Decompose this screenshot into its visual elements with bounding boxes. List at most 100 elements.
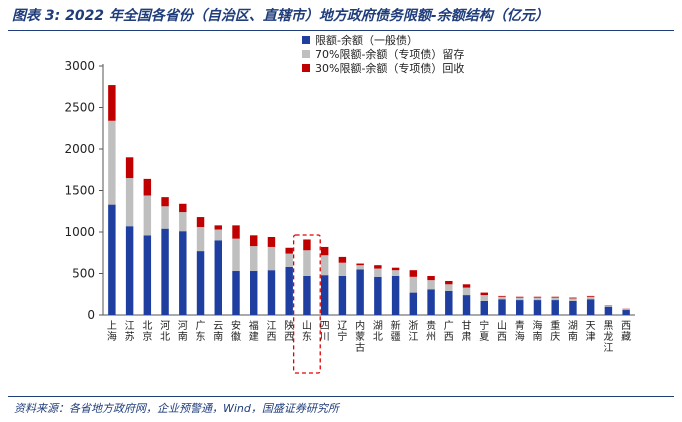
bar-segment-s2 bbox=[391, 270, 400, 276]
bar-segment-s3 bbox=[161, 197, 169, 207]
bar-series bbox=[108, 85, 630, 315]
x-tick-label: 山东 bbox=[302, 320, 312, 343]
x-tick-label: 甘肃 bbox=[462, 319, 472, 343]
bar-segment-s2 bbox=[232, 238, 240, 272]
x-tick-label: 西藏 bbox=[621, 321, 631, 343]
bar-segment-s1 bbox=[604, 306, 613, 315]
y-tick-label: 0 bbox=[87, 308, 95, 322]
bar-segment-s3 bbox=[143, 178, 152, 196]
bar-segment-s1 bbox=[214, 240, 222, 315]
bar-segment-s2 bbox=[356, 265, 364, 270]
bar-segment-s1 bbox=[586, 299, 595, 315]
bar-segment-s3 bbox=[214, 225, 222, 230]
bar-segment-s2 bbox=[108, 120, 116, 205]
bar-segment-s2 bbox=[427, 280, 435, 290]
bar-segment-s1 bbox=[480, 300, 488, 315]
x-tick-label: 贵州 bbox=[426, 319, 436, 343]
x-tick-label: 新疆 bbox=[391, 319, 401, 343]
bar-segment-s1 bbox=[285, 266, 293, 315]
bar-segment-s3 bbox=[409, 270, 418, 277]
x-tick-label: 河南 bbox=[178, 320, 188, 343]
x-tick-label: 福建 bbox=[249, 319, 259, 343]
highlight-box bbox=[292, 234, 321, 374]
bar-segment-s2 bbox=[196, 227, 205, 252]
x-tick-label: 内蒙古 bbox=[355, 319, 365, 354]
x-tick-label: 海南 bbox=[532, 319, 542, 343]
x-tick-label: 广东 bbox=[196, 320, 206, 343]
bar-segment-s3 bbox=[267, 236, 276, 247]
bar-segment-s1 bbox=[356, 269, 364, 315]
x-tick-label: 江西 bbox=[266, 320, 276, 343]
bar-segment-s1 bbox=[462, 295, 471, 315]
bar-segment-s3 bbox=[462, 284, 471, 288]
legend-label: 70%限额-余额（专项债）留存 bbox=[315, 47, 464, 61]
bar-segment-s3 bbox=[480, 292, 488, 296]
bar-segment-s2 bbox=[338, 262, 347, 276]
x-tick-label: 陕西 bbox=[284, 319, 294, 343]
x-tick-label: 天津 bbox=[586, 321, 596, 343]
bar-segment-s3 bbox=[303, 239, 311, 251]
bar-segment-s1 bbox=[427, 289, 435, 315]
bar-segment-s2 bbox=[179, 212, 187, 232]
source-rule bbox=[8, 396, 674, 397]
bar-segment-s1 bbox=[391, 275, 400, 315]
x-tick-label: 辽宁 bbox=[337, 320, 347, 343]
bar-segment-s2 bbox=[161, 206, 169, 229]
x-tick-label: 湖南 bbox=[568, 320, 578, 343]
bar-segment-s2 bbox=[516, 297, 524, 301]
legend-swatch bbox=[302, 36, 310, 44]
x-tick-label: 北京 bbox=[142, 320, 152, 343]
axes: 0 500 1000 1500 2000 2500 3000 bbox=[64, 59, 635, 322]
bar-segment-s1 bbox=[161, 228, 169, 315]
bar-segment-s1 bbox=[320, 275, 329, 315]
x-tick-label: 湖北 bbox=[373, 320, 383, 343]
x-tick-label: 江苏 bbox=[125, 320, 135, 343]
bar-segment-s3 bbox=[320, 246, 329, 256]
y-tick-label: 2500 bbox=[64, 101, 95, 115]
bar-segment-s2 bbox=[551, 297, 559, 301]
bar-segment-s2 bbox=[285, 253, 293, 267]
bar-segment-s3 bbox=[569, 297, 577, 299]
bar-segment-s2 bbox=[320, 255, 329, 276]
x-tick-label: 青海 bbox=[515, 319, 525, 343]
bar-segment-s1 bbox=[125, 226, 134, 315]
bar-segment-s2 bbox=[214, 229, 222, 241]
bar-segment-s1 bbox=[551, 300, 559, 315]
x-tick-label: 浙江 bbox=[408, 320, 418, 343]
bar-segment-s3 bbox=[533, 296, 542, 298]
bar-segment-s1 bbox=[250, 271, 258, 315]
bar-segment-s2 bbox=[622, 309, 630, 311]
bar-segment-s3 bbox=[427, 275, 435, 281]
bar-segment-s3 bbox=[232, 225, 240, 239]
y-tick-label: 1000 bbox=[64, 225, 95, 239]
bar-segment-s1 bbox=[569, 300, 577, 315]
bar-segment-s1 bbox=[533, 300, 542, 315]
bar-segment-s2 bbox=[533, 297, 542, 301]
x-tick-label: 山西 bbox=[497, 320, 507, 343]
bar-segment-s3 bbox=[356, 263, 364, 266]
bar-segment-s1 bbox=[498, 299, 506, 315]
bar-segment-s2 bbox=[409, 276, 418, 293]
bar-segment-s2 bbox=[569, 298, 577, 301]
bar-segment-s3 bbox=[125, 157, 134, 179]
bar-segment-s1 bbox=[303, 275, 311, 315]
bar-segment-s3 bbox=[374, 265, 382, 269]
bar-segment-s1 bbox=[108, 204, 116, 315]
title-rule bbox=[8, 30, 674, 31]
x-tick-label: 上海 bbox=[107, 320, 117, 343]
bar-segment-s1 bbox=[409, 292, 418, 315]
bar-segment-s2 bbox=[267, 246, 276, 271]
bar-segment-s3 bbox=[196, 217, 205, 228]
bar-segment-s3 bbox=[179, 203, 187, 213]
y-tick-label: 500 bbox=[72, 267, 95, 281]
x-tick-label: 河北 bbox=[160, 320, 170, 343]
bar-segment-s3 bbox=[108, 85, 116, 121]
bar-segment-s1 bbox=[267, 270, 276, 315]
bar-segment-s1 bbox=[196, 251, 205, 315]
bar-segment-s2 bbox=[480, 295, 488, 301]
bar-segment-s3 bbox=[498, 295, 506, 297]
bar-segment-s2 bbox=[250, 246, 258, 272]
bar-segment-s1 bbox=[374, 276, 382, 315]
